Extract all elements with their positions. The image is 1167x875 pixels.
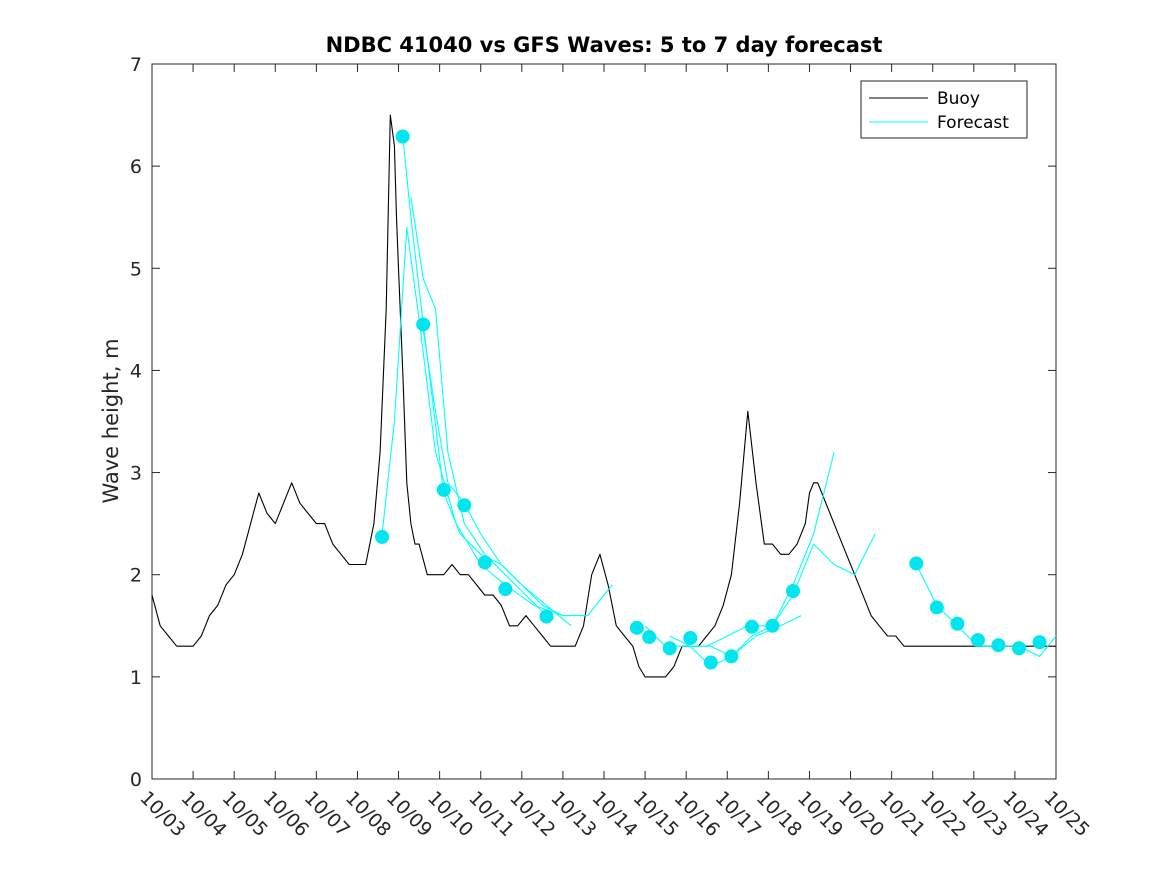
forecast-marker: [703, 655, 718, 670]
legend: Buoy Forecast: [860, 80, 1028, 139]
forecast-series-line-2: [402, 135, 564, 617]
forecast-marker: [786, 584, 801, 599]
legend-box: [860, 80, 1028, 139]
y-axis-label: Wave height, m: [99, 338, 123, 503]
forecast-marker: [457, 498, 472, 513]
forecast-marker: [477, 555, 492, 570]
forecast-marker: [539, 609, 554, 624]
forecast-marker: [662, 641, 677, 656]
y-tick-label: 4: [130, 360, 142, 382]
forecast-marker: [416, 317, 431, 332]
forecast-marker: [744, 619, 759, 634]
y-tick-label: 0: [130, 769, 142, 791]
forecast-marker: [970, 633, 985, 648]
y-tick-label: 2: [130, 565, 142, 587]
forecast-marker: [436, 482, 451, 497]
forecast-series-line-3: [410, 196, 547, 616]
forecast-marker: [929, 600, 944, 615]
forecast-marker: [498, 582, 513, 597]
forecast-marker: [1012, 641, 1027, 656]
forecast-marker: [991, 638, 1006, 653]
forecast-marker: [395, 129, 410, 144]
forecast-marker: [950, 616, 965, 631]
forecast-series-line-4: [422, 329, 572, 627]
buoy-series-line: [151, 114, 1056, 678]
forecast-marker: [724, 649, 739, 664]
forecast-marker: [375, 529, 390, 544]
forecast-marker: [642, 630, 657, 645]
forecast-marker: [765, 618, 780, 633]
forecast-marker: [909, 556, 924, 571]
forecast-marker: [629, 620, 644, 635]
y-tick-label: 1: [130, 667, 142, 689]
forecast-series-line-1: [381, 226, 613, 617]
legend-buoy-label: Buoy: [937, 89, 980, 109]
forecast-marker: [683, 631, 698, 646]
chart-title: NDBC 41040 vs GFS Waves: 5 to 7 day fore…: [326, 33, 883, 57]
legend-forecast-label: Forecast: [937, 113, 1009, 133]
y-tick-label: 5: [130, 258, 142, 280]
y-tick-label: 6: [130, 156, 142, 178]
forecast-markers: [375, 129, 1047, 670]
plot-area: [151, 63, 1057, 780]
forecast-marker: [1032, 635, 1047, 650]
y-tick-label: 7: [130, 54, 142, 76]
y-tick-label: 3: [130, 463, 142, 485]
y-axis: 0 1 2 3 4 5 6 7: [130, 54, 1056, 791]
